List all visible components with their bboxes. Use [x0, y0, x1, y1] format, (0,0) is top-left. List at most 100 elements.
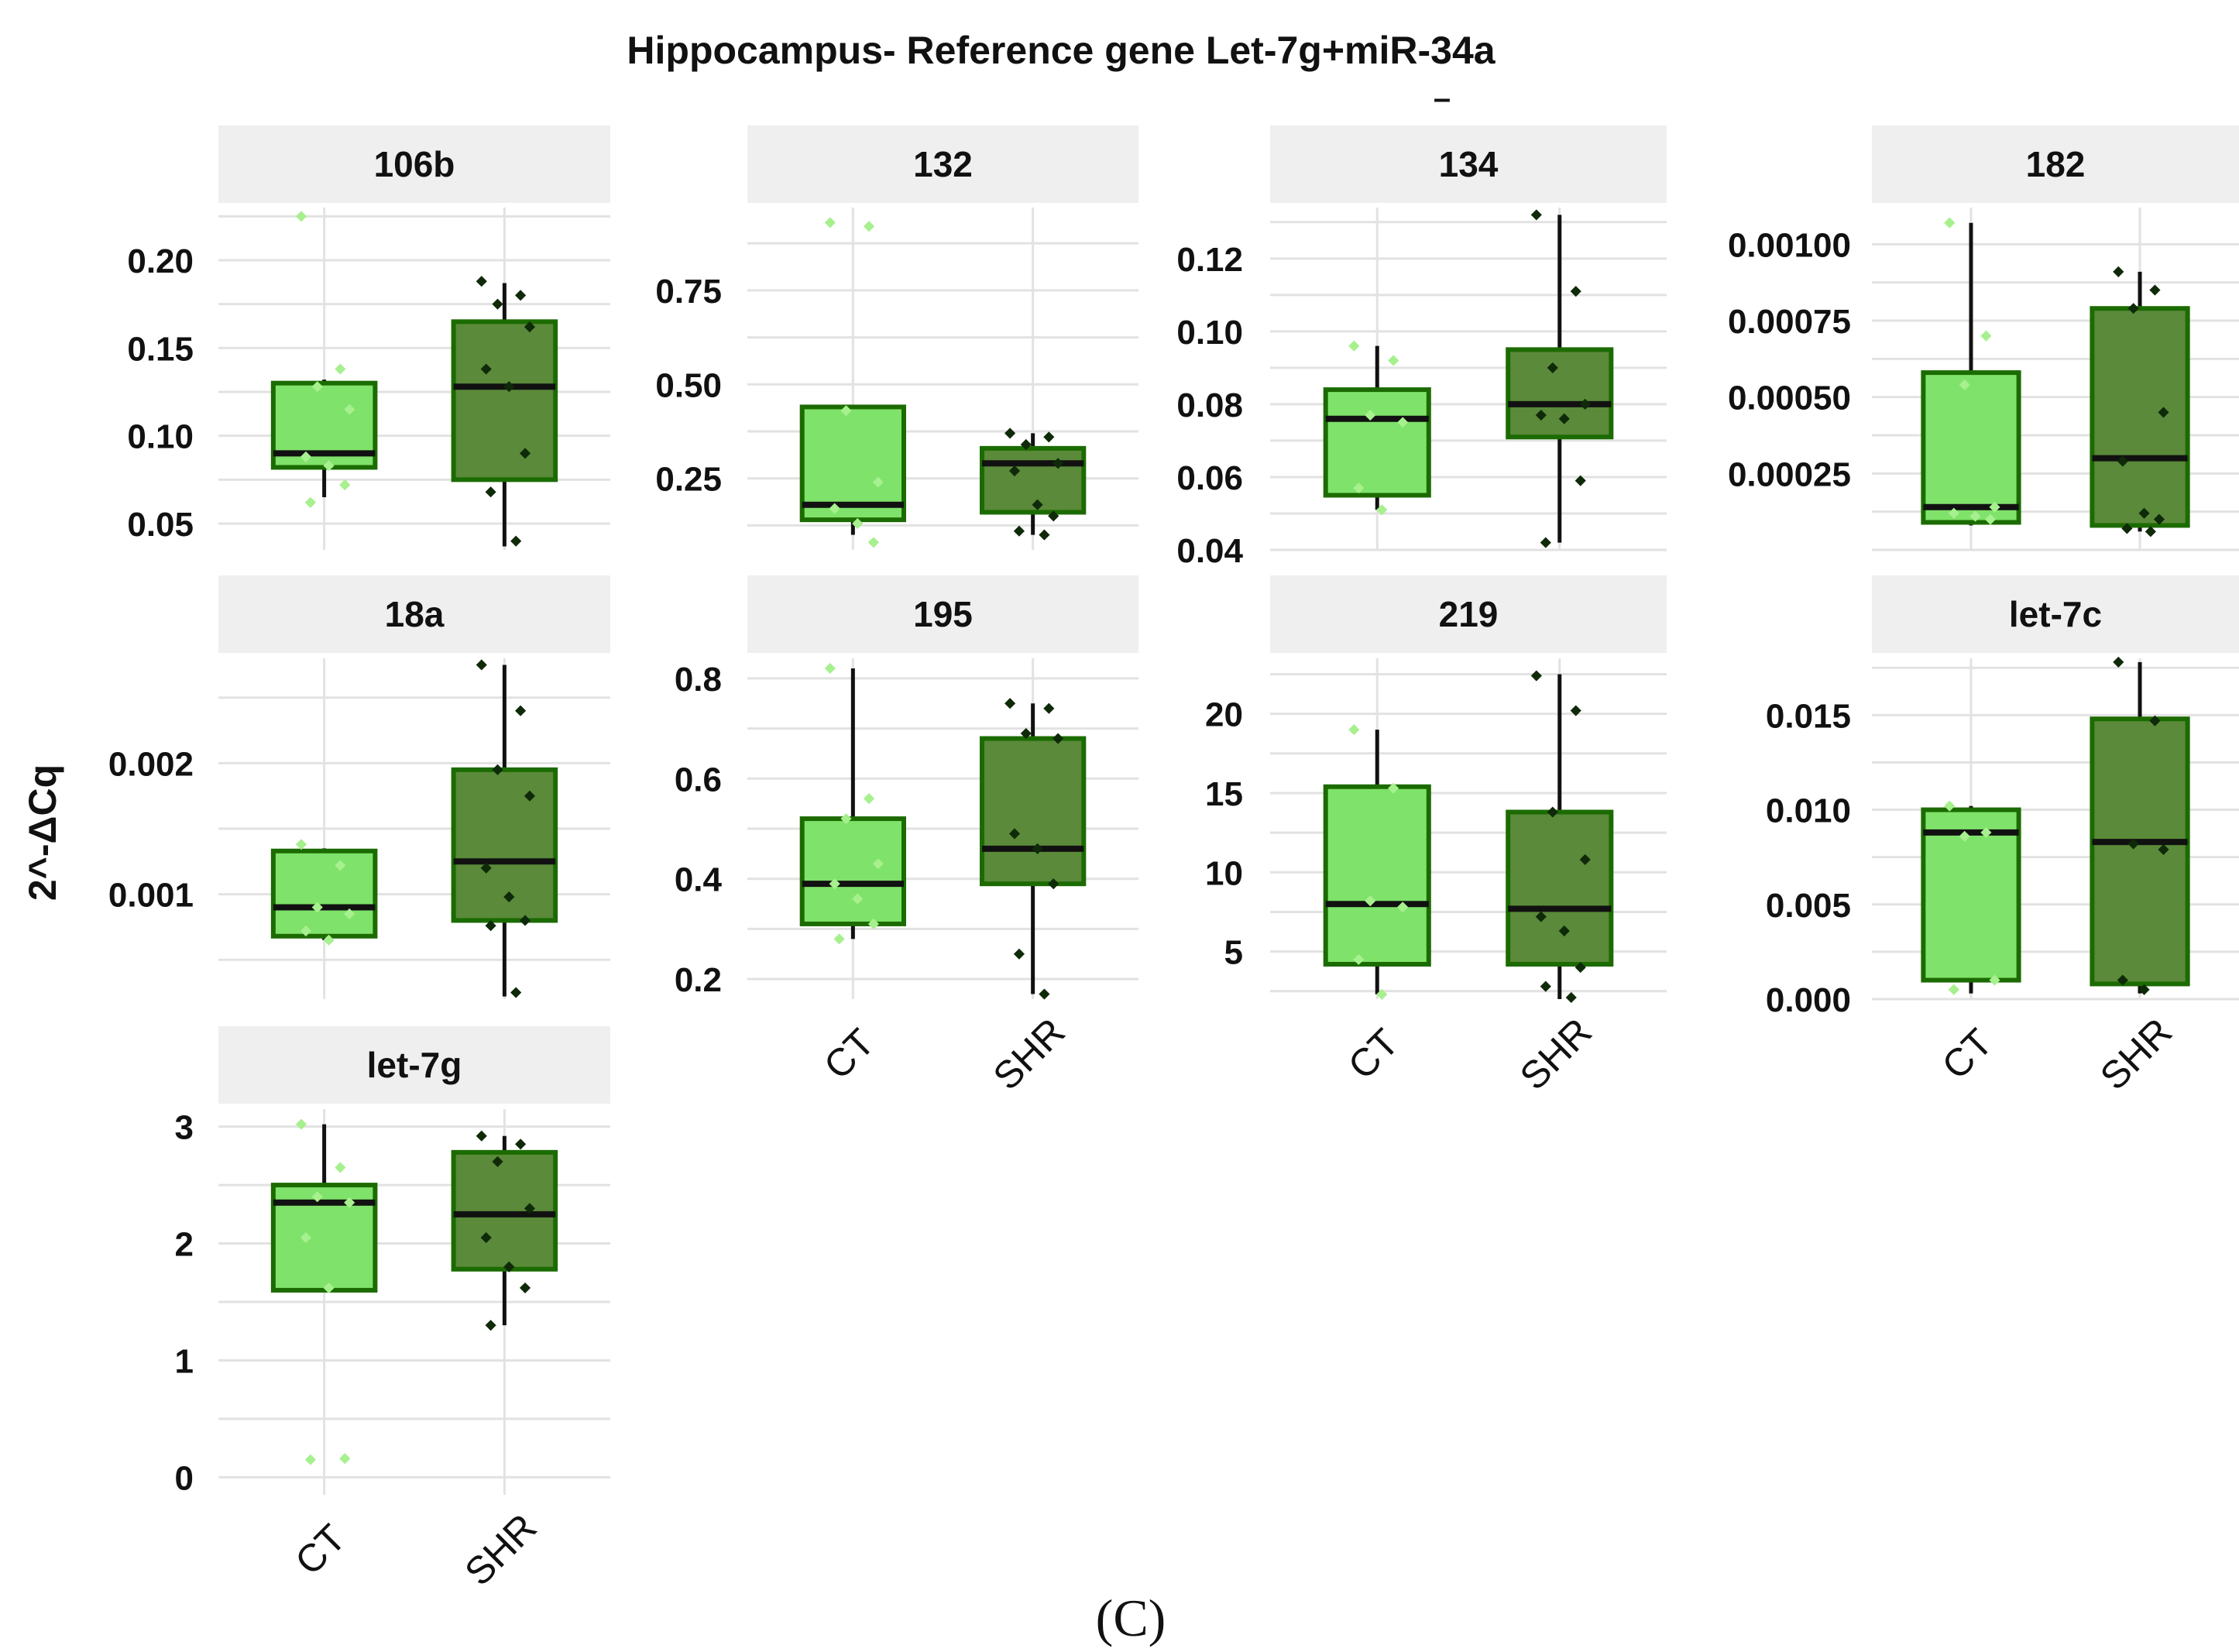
data-point	[1547, 806, 1558, 818]
y-tick-label: 0.2	[675, 961, 722, 999]
panel-label: (C)	[1096, 1588, 1166, 1647]
y-tick-label: 0	[175, 1459, 194, 1497]
facet-title: 18a	[385, 594, 445, 634]
data-point	[829, 503, 840, 514]
y-tick-label: 0.75	[655, 273, 722, 311]
box-iqr	[1323, 387, 1431, 498]
facet-106b: 106b 0.05 0.10 0.15 0.20	[127, 125, 610, 550]
facet-strip	[218, 125, 610, 203]
data-point	[1365, 409, 1376, 421]
box-iqr	[1323, 784, 1431, 967]
data-point	[1948, 984, 1959, 995]
data-point	[344, 404, 355, 415]
facet-title: 132	[913, 144, 973, 184]
data-point	[1020, 438, 1032, 451]
data-point	[863, 221, 875, 232]
y-tick-label: 0.10	[1176, 314, 1243, 352]
y-tick-label: 0.25	[655, 461, 722, 499]
data-point	[1376, 988, 1388, 1000]
y-tick-label: 1	[175, 1342, 194, 1380]
y-tick-label: 0.04	[1176, 532, 1243, 570]
data-point	[300, 925, 312, 937]
data-point	[872, 476, 884, 488]
data-point	[1540, 537, 1551, 548]
data-point	[1004, 698, 1016, 709]
data-point	[304, 496, 316, 508]
data-point	[1039, 988, 1050, 1000]
y-tick-label: 0.10	[127, 418, 194, 456]
box-iqr	[1921, 370, 2021, 525]
box-shr	[2090, 266, 2190, 538]
data-point	[480, 862, 492, 874]
data-point	[1348, 340, 1360, 352]
y-tick-label: 0.015	[1766, 697, 1851, 735]
data-point	[519, 448, 531, 459]
y-tick-label: 0.00025	[1728, 455, 1851, 493]
data-point	[1013, 948, 1025, 960]
data-point	[1013, 525, 1025, 537]
data-point	[519, 1282, 531, 1293]
x-tick-label: CT	[287, 1516, 354, 1584]
box-shr	[1506, 670, 1614, 1004]
box-ct	[799, 217, 906, 548]
data-point	[1388, 355, 1399, 366]
data-point	[1004, 428, 1016, 439]
data-point	[1043, 431, 1055, 443]
data-point	[824, 217, 836, 228]
data-point	[515, 1139, 527, 1150]
data-point	[295, 211, 307, 222]
data-point	[344, 908, 355, 920]
x-tick-label: SHR	[456, 1506, 544, 1594]
data-point	[492, 764, 503, 775]
facet-title: let-7c	[2009, 594, 2102, 634]
data-point	[524, 790, 536, 802]
data-point	[492, 298, 503, 310]
data-point	[2113, 266, 2124, 277]
y-tick-label: 3	[175, 1109, 194, 1147]
data-point	[1535, 911, 1547, 922]
data-point	[335, 860, 346, 871]
data-point	[1547, 362, 1558, 373]
data-point	[510, 535, 522, 547]
box-iqr	[270, 848, 378, 939]
data-point	[1575, 475, 1586, 486]
box-iqr	[1506, 347, 1614, 440]
data-point	[311, 902, 323, 913]
facet-219: 219 5 10 15 20 CT SHR	[1205, 575, 1667, 1098]
facet-title: 182	[2026, 144, 2086, 184]
data-point	[480, 363, 492, 375]
data-point	[524, 321, 536, 333]
data-point	[863, 793, 875, 805]
data-point	[1535, 409, 1547, 421]
data-point	[1008, 465, 1021, 477]
data-point	[840, 405, 852, 417]
y-tick-label: 0.8	[675, 661, 722, 699]
data-point	[867, 537, 880, 548]
facet-title: 134	[1439, 144, 1499, 184]
data-point	[485, 920, 496, 932]
box-iqr	[1506, 809, 1614, 967]
x-tick-label: CT	[1340, 1021, 1407, 1088]
data-point	[2113, 656, 2124, 668]
x-tick-label: SHR	[1512, 1010, 1600, 1098]
box-shr	[2090, 656, 2190, 995]
data-point	[1032, 843, 1043, 854]
y-tick-label: 0.002	[108, 745, 194, 783]
facet-182: 182 0.00025 0.00050 0.00075 0.00100	[1728, 125, 2239, 551]
facet-strip	[1872, 125, 2239, 203]
y-tick-label: 0.06	[1176, 459, 1243, 497]
data-point	[335, 1162, 346, 1173]
data-point	[1020, 727, 1032, 740]
data-point	[1388, 782, 1399, 794]
facet-title: 195	[913, 594, 973, 634]
data-point	[339, 1453, 351, 1465]
x-tick-label: SHR	[985, 1010, 1073, 1098]
y-tick-label: 0.12	[1176, 241, 1243, 279]
data-point	[1575, 961, 1586, 974]
box-iqr	[980, 736, 1087, 887]
data-point	[515, 290, 527, 301]
y-tick-label: 0.00050	[1728, 380, 1851, 417]
data-point	[1365, 895, 1376, 907]
data-point	[1353, 482, 1365, 494]
